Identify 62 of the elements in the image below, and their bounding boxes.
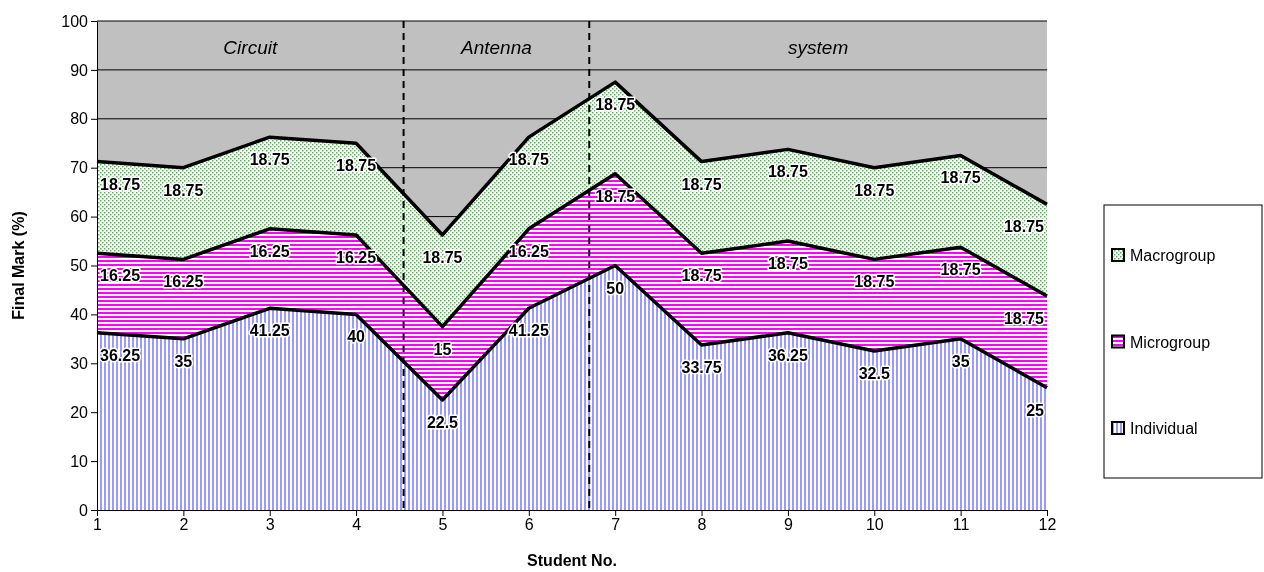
legend-label: Macrogroup (1130, 247, 1216, 264)
data-label: 18.75 (854, 181, 895, 199)
data-label: 18.75 (940, 169, 981, 187)
data-label: 32.5 (858, 365, 890, 383)
data-label: 22.5 (426, 413, 459, 431)
legend-label: Microgroup (1130, 333, 1211, 351)
y-tick-label: 40 (70, 306, 89, 324)
data-label: 18.75 (1003, 310, 1045, 328)
data-label: 18.75 (681, 175, 722, 193)
data-label: 35 (174, 352, 193, 370)
data-label: 18.75 (595, 96, 636, 114)
y-tick-label: 80 (70, 110, 89, 128)
x-tick-label: 12 (1038, 516, 1057, 534)
data-label: 18.75 (940, 261, 981, 279)
y-tick-label: 70 (70, 159, 89, 177)
data-label: 18.75 (508, 151, 549, 169)
x-tick-label: 11 (952, 516, 970, 534)
x-tick-label: 1 (93, 516, 103, 534)
x-tick-label: 5 (438, 516, 448, 534)
annotation: system (788, 37, 849, 58)
data-label: 18.75 (1003, 218, 1045, 236)
x-tick-label: 8 (697, 516, 707, 534)
x-tick-label: 7 (611, 516, 621, 534)
x-tick-label: 4 (352, 516, 362, 534)
x-tick-label: 10 (865, 516, 884, 534)
data-label: 41.25 (249, 322, 290, 340)
data-label: 35 (951, 352, 970, 370)
legend-label: Individual (1130, 420, 1198, 437)
data-label: 18.75 (422, 248, 463, 266)
data-label: 16.25 (336, 248, 377, 266)
annotation: Circuit (223, 37, 278, 58)
data-label: 18.75 (767, 255, 809, 273)
data-label: 18.75 (163, 181, 204, 199)
x-tick-label: 6 (524, 516, 534, 534)
data-label: 40 (347, 328, 366, 346)
data-label: 36.25 (767, 346, 809, 364)
data-label: 18.75 (767, 163, 809, 181)
data-label: 18.75 (336, 157, 377, 175)
annotation: Antenna (460, 37, 532, 58)
x-tick-label: 2 (179, 516, 189, 534)
y-tick-label: 90 (70, 61, 89, 79)
x-tick-label: 9 (783, 516, 793, 534)
y-tick-label: 60 (70, 208, 89, 226)
x-tick-label: 3 (265, 516, 275, 534)
data-label: 16.25 (508, 242, 549, 260)
data-label: 25 (1026, 401, 1045, 419)
data-label: 18.75 (249, 151, 290, 169)
data-label: 50 (606, 279, 625, 297)
y-tick-label: 30 (70, 354, 89, 372)
y-tick-label: 100 (61, 12, 89, 30)
data-label: 16.25 (249, 242, 290, 260)
data-label: 18.75 (595, 187, 636, 205)
x-axis-title: Student No. (527, 552, 617, 569)
data-label: 41.25 (508, 322, 549, 340)
y-axis-title: Final Mark (%) (10, 211, 27, 320)
y-tick-label: 50 (70, 257, 89, 275)
y-tick-label: 20 (70, 403, 89, 421)
data-label: 33.75 (681, 358, 722, 376)
y-tick-label: 0 (79, 501, 89, 519)
data-label: 18.75 (100, 175, 141, 193)
y-tick-label: 10 (70, 452, 89, 470)
data-label: 36.25 (100, 346, 141, 364)
